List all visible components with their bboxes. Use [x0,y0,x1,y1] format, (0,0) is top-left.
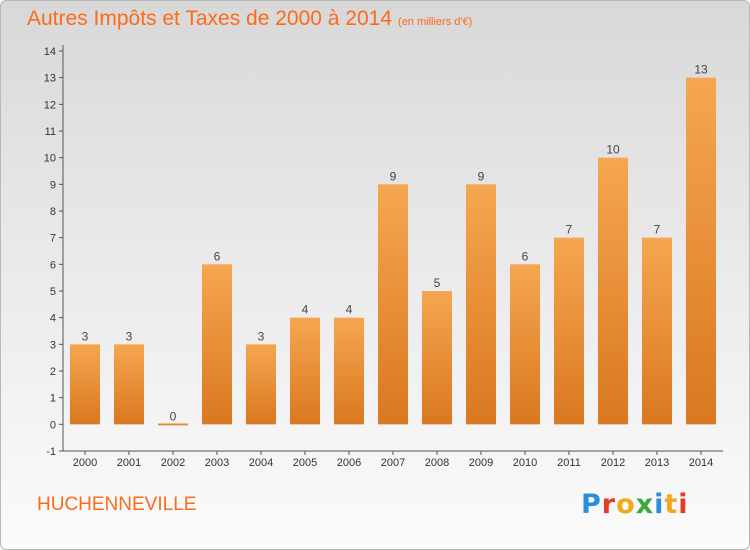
y-tick-label: 6 [50,259,56,271]
data-label-2004: 3 [258,329,265,343]
data-label-2010: 6 [522,249,529,263]
x-tick-label-2013: 2013 [645,457,669,469]
logo-letter: r [601,489,617,520]
y-tick-label: 12 [44,99,56,111]
proxiti-logo: Proxiti [581,489,689,520]
y-tick-label: 5 [50,286,56,298]
bar-2010 [510,264,540,425]
y-tick-label: 11 [45,126,56,138]
logo-letter: P [581,489,602,520]
y-tick-label: 0 [50,419,56,431]
data-label-2011: 7 [566,223,573,237]
x-tick-label-2000: 2000 [73,457,97,469]
x-tick-label-2003: 2003 [205,457,229,469]
data-label-2000: 3 [82,329,89,343]
data-label-2006: 4 [346,303,353,317]
bar-2012 [598,157,628,425]
y-tick-label: 14 [44,46,56,58]
chart-title: Autres Impôts et Taxes de 2000 à 2014 (en… [27,7,472,31]
data-label-2013: 7 [654,223,661,237]
x-tick-label-2002: 2002 [161,457,185,469]
y-tick-label: 4 [50,313,56,325]
logo-letter: i [678,489,689,520]
x-tick-label-2008: 2008 [425,457,449,469]
data-label-2012: 10 [606,143,620,157]
bar-2009 [466,184,496,425]
data-label-2014: 13 [694,63,708,77]
bar-2014 [686,77,716,425]
x-tick-label-2011: 2011 [557,457,581,469]
x-tick-label-2010: 2010 [513,457,537,469]
x-tick-label-2005: 2005 [293,457,317,469]
logo-letter: i [654,489,665,520]
bar-2002 [158,423,188,426]
data-label-2009: 9 [478,169,485,183]
bar-2006 [334,317,364,425]
x-tick-label-2004: 2004 [249,457,273,469]
bar-2011 [554,237,584,425]
logo-letter: o [616,489,636,520]
bar-2003 [202,264,232,425]
bar-2008 [422,291,452,425]
chart-unit: (en milliers d'€) [398,16,473,28]
y-tick-label: 2 [50,366,56,378]
x-tick-label-2006: 2006 [337,457,361,469]
logo-letter: x [635,489,655,520]
commune-name: HUCHENNEVILLE [37,494,197,515]
bar-2001 [114,344,144,425]
data-label-2001: 3 [126,329,133,343]
bar-2007 [378,184,408,425]
bar-2000 [70,344,100,425]
bar-2004 [246,344,276,425]
x-tick-label-2007: 2007 [381,457,405,469]
y-tick-label: 9 [50,179,56,191]
x-tick-label-2014: 2014 [689,457,713,469]
data-label-2007: 9 [390,169,397,183]
y-tick-label: 8 [50,206,56,218]
y-tick-label: 13 [44,73,56,85]
data-label-2002: 0 [170,409,177,423]
y-tick-label: 10 [44,153,56,165]
y-tick-label: -1 [46,446,56,458]
x-tick-label-2009: 2009 [469,457,493,469]
y-tick-label: 1 [50,393,56,405]
logo-letter: t [664,489,679,520]
data-label-2008: 5 [434,276,441,290]
x-tick-label-2012: 2012 [601,457,625,469]
x-tick-label-2001: 2001 [117,457,141,469]
data-label-2005: 4 [302,303,309,317]
chart-title-text: Autres Impôts et Taxes de 2000 à 2014 [27,7,393,30]
bar-2005 [290,317,320,425]
bar-2013 [642,237,672,425]
data-label-2003: 6 [214,249,221,263]
y-tick-label: 7 [50,233,56,245]
y-tick-label: 3 [50,339,56,351]
